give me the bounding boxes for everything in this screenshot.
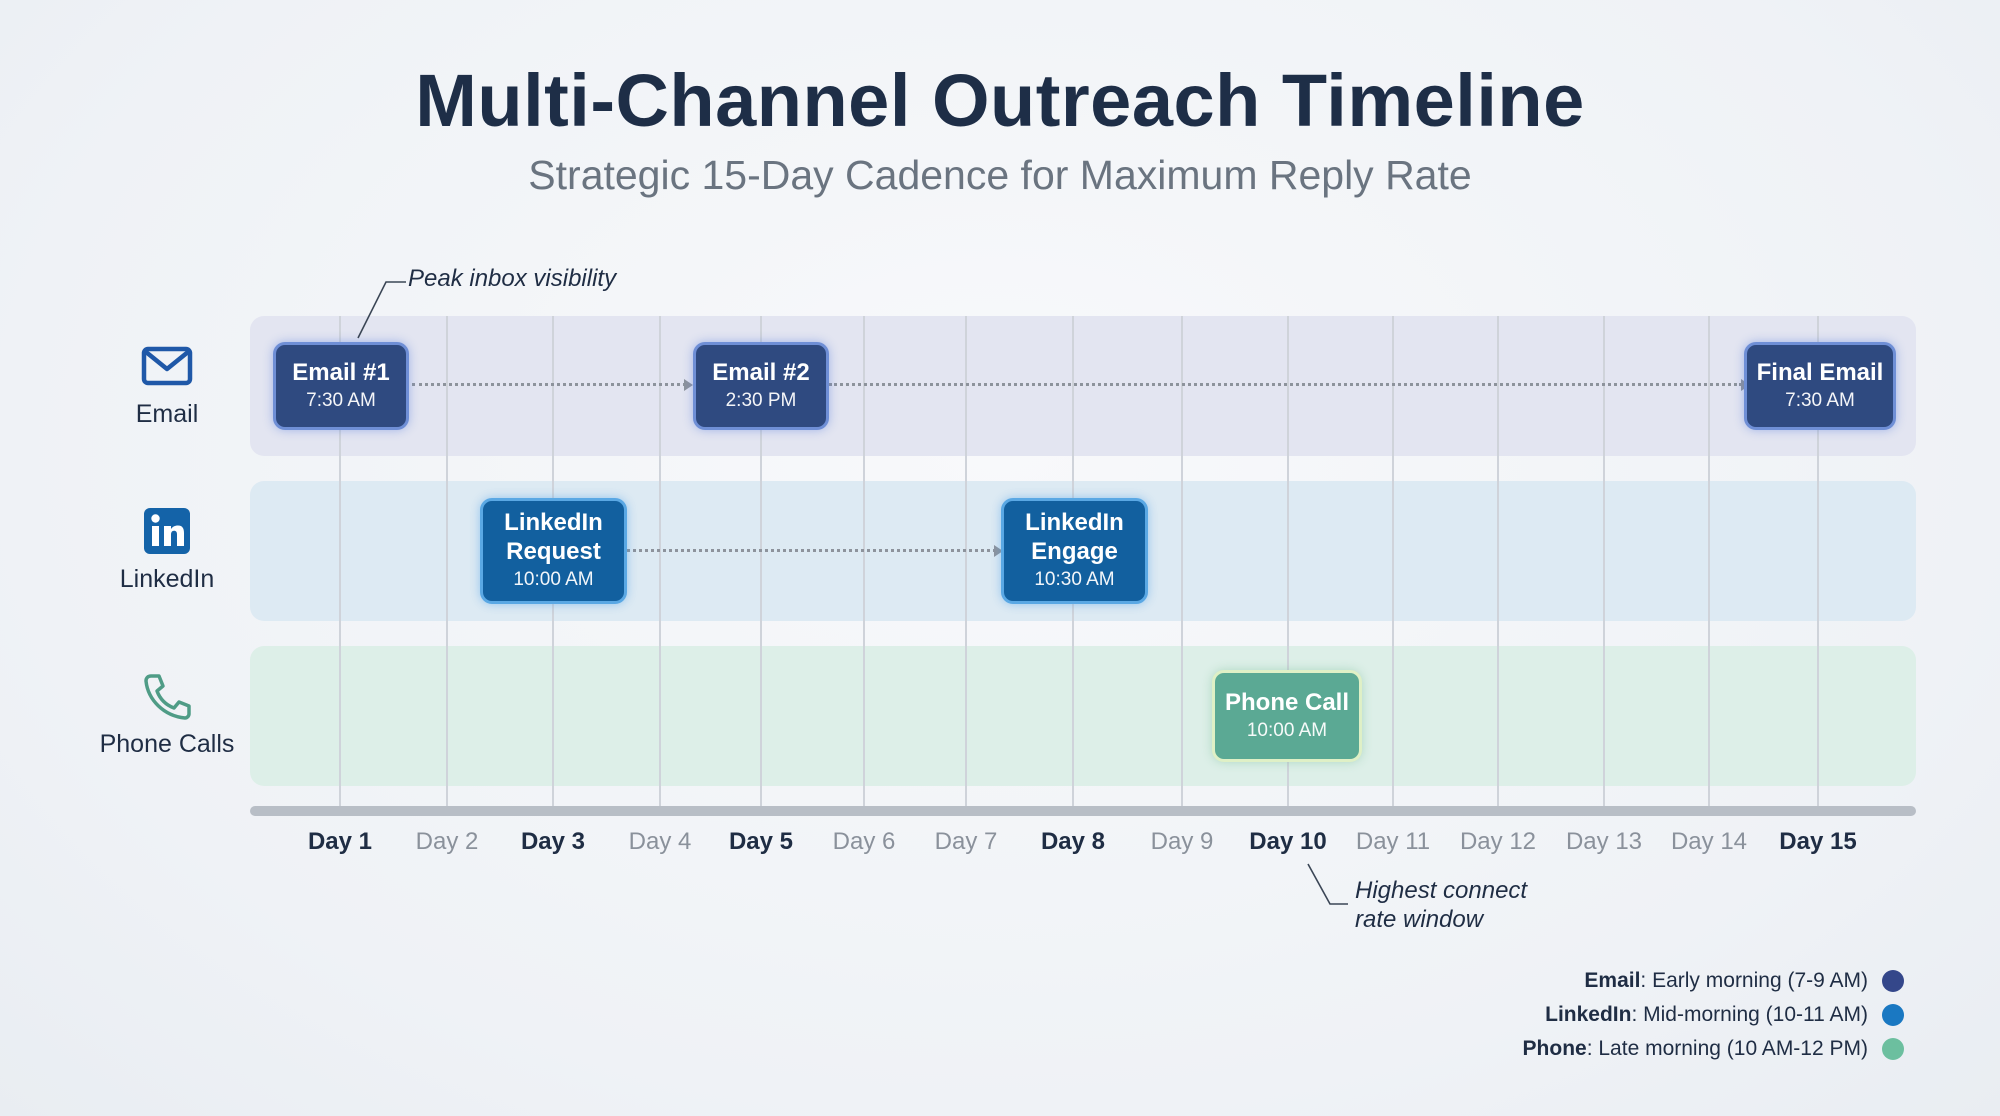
legend-key: Phone	[1522, 1037, 1587, 1060]
day-label: Day 9	[1150, 828, 1214, 855]
page-subtitle: Strategic 15-Day Cadence for Maximum Rep…	[528, 152, 1472, 198]
day-gridline	[863, 316, 865, 806]
day-label: Day 12	[1459, 828, 1537, 855]
event-card-email-2: Email #2 2:30 PM	[693, 342, 829, 430]
day-gridline	[1603, 316, 1605, 806]
phone-icon	[144, 674, 191, 720]
event-title: Final Email	[1756, 358, 1884, 386]
day-label: Day 14	[1670, 828, 1748, 855]
day-gridline	[1708, 316, 1710, 806]
event-card-linkedin-request: LinkedIn Request 10:00 AM	[480, 498, 627, 604]
legend-text: : Mid-morning (10-11 AM)	[1631, 1003, 1868, 1026]
day-gridline	[965, 316, 967, 806]
event-card-phone-call: Phone Call 10:00 AM	[1212, 670, 1362, 762]
event-time: 10:30 AM	[1034, 569, 1115, 590]
annotation-line: rate window	[1355, 906, 1484, 933]
legend-item-phone: Phone: Late morning (10 AM-12 PM)	[1523, 1034, 1904, 1064]
legend-dot	[1882, 1004, 1904, 1026]
event-time: 2:30 PM	[725, 389, 797, 411]
day-label: Day 2	[415, 828, 479, 855]
annotation-highest-connect: Highest connect rate window	[1355, 876, 1527, 934]
day-label: Day 13	[1565, 828, 1643, 855]
envelope-icon	[141, 346, 193, 386]
day-gridline	[1392, 316, 1394, 806]
legend-text: : Early morning (7-9 AM)	[1640, 969, 1868, 992]
event-title: Email #2	[712, 358, 810, 386]
day-gridline	[1497, 316, 1499, 806]
day-gridline	[760, 316, 762, 806]
legend-key: Email	[1584, 969, 1641, 992]
linkedin-icon	[144, 508, 190, 554]
day-gridline	[1287, 316, 1289, 806]
day-label: Day 1	[307, 828, 373, 855]
legend-dot	[1882, 1038, 1904, 1060]
legend-item-linkedin: LinkedIn: Mid-morning (10-11 AM)	[1545, 1000, 1904, 1030]
day-label: Day 5	[728, 828, 794, 855]
connector-email1-email2	[412, 383, 686, 386]
event-time: 7:30 AM	[306, 389, 376, 411]
day-gridline	[446, 316, 448, 806]
day-gridline	[659, 316, 661, 806]
event-title: LinkedIn Request	[504, 509, 603, 565]
annotation-leader-peak	[357, 281, 406, 339]
channel-label-phone: Phone Calls	[99, 730, 235, 758]
connector-linkedin-request-engage	[627, 549, 996, 552]
annotation-leader-highest	[1307, 863, 1348, 905]
connector-email2-final	[829, 383, 1742, 386]
day-gridline	[339, 316, 341, 806]
page-title: Multi-Channel Outreach Timeline	[415, 59, 1585, 142]
event-card-linkedin-engage: LinkedIn Engage 10:30 AM	[1001, 498, 1148, 604]
annotation-peak-inbox: Peak inbox visibility	[408, 265, 617, 292]
phone-lane	[250, 646, 1916, 786]
email-lane	[250, 316, 1916, 456]
event-time: 10:00 AM	[513, 569, 594, 590]
timeline-axis	[250, 806, 1916, 816]
day-label: Day 8	[1040, 828, 1106, 855]
event-time: 7:30 AM	[1785, 389, 1855, 411]
legend-key: LinkedIn	[1545, 1003, 1632, 1026]
event-card-email-1: Email #1 7:30 AM	[273, 342, 409, 430]
event-card-final-email: Final Email 7:30 AM	[1744, 342, 1896, 430]
day-gridline	[1181, 316, 1183, 806]
day-label: Day 10	[1249, 828, 1327, 855]
day-label: Day 6	[832, 828, 896, 855]
channel-label-linkedin: LinkedIn	[119, 565, 215, 593]
day-label: Day 7	[934, 828, 998, 855]
legend-dot	[1882, 970, 1904, 992]
legend-item-email: Email: Early morning (7-9 AM)	[1584, 966, 1904, 996]
day-label: Day 11	[1355, 828, 1431, 855]
day-label: Day 15	[1779, 828, 1857, 855]
day-label: Day 4	[628, 828, 692, 855]
day-gridline	[1817, 316, 1819, 806]
annotation-line: Highest connect	[1355, 877, 1528, 904]
day-label: Day 3	[520, 828, 586, 855]
event-time: 10:00 AM	[1246, 719, 1328, 741]
channel-label-email: Email	[135, 400, 199, 428]
legend-text: : Late morning (10 AM-12 PM)	[1586, 1037, 1868, 1060]
connector-arrowhead	[994, 545, 1003, 557]
event-title: Phone Call	[1224, 688, 1350, 716]
event-title: Email #1	[292, 358, 390, 386]
event-title: LinkedIn Engage	[1025, 509, 1124, 565]
connector-arrowhead	[684, 379, 693, 391]
